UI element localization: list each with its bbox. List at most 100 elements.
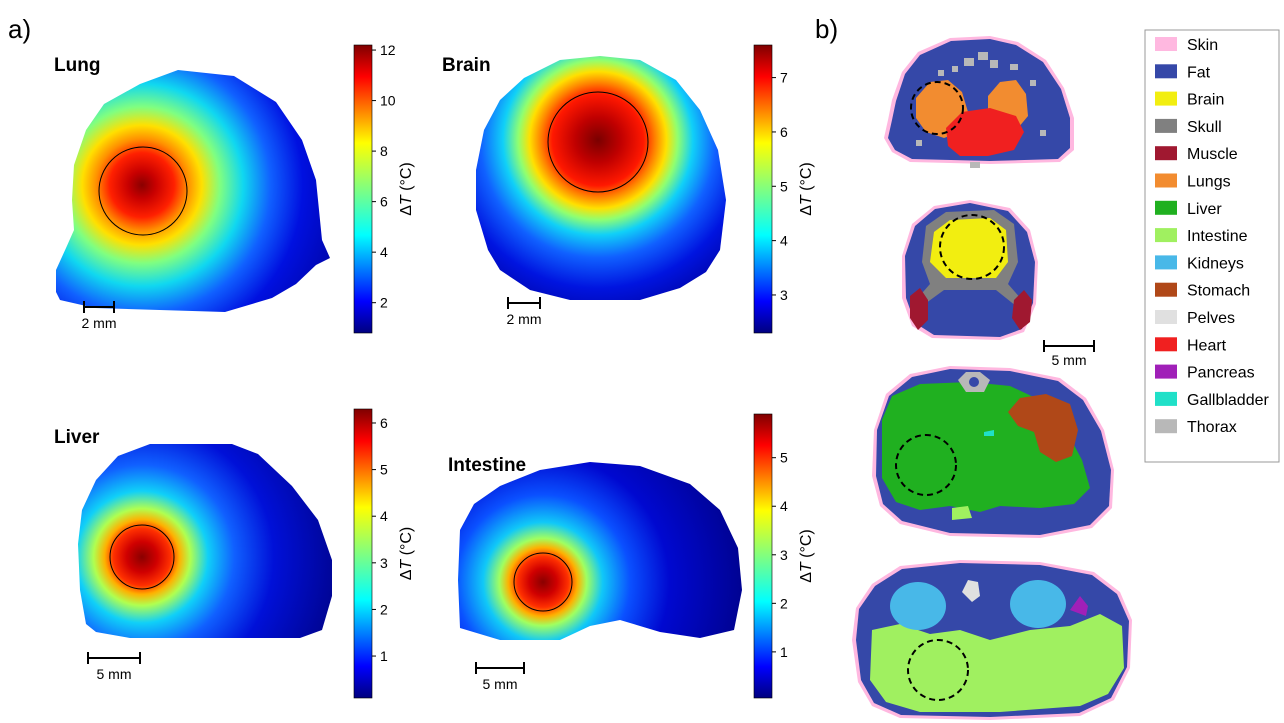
legend-item-heart: Heart: [1155, 337, 1227, 354]
section-head-muscle-left: [910, 288, 928, 330]
colorbar-tick-label: 4: [780, 498, 788, 514]
colorbar-tick-label: 4: [380, 244, 388, 260]
section-int-pancreas: [1070, 596, 1088, 616]
legend-item-muscle: Muscle: [1155, 146, 1238, 163]
colorbar-tick-label: 6: [380, 194, 388, 210]
liver-heatmap-group: Liver 5 mm: [54, 427, 332, 682]
colorbar-tick-label: 5: [780, 178, 788, 194]
legend-item-thorax: Thorax: [1155, 419, 1237, 436]
section-int-pelves: [962, 580, 980, 602]
colorbar-tick-label: 3: [780, 547, 788, 563]
brain-scale-label: 2 mm: [507, 311, 542, 327]
section-int-kidney-right: [1010, 580, 1066, 628]
legend-swatch: [1155, 337, 1177, 352]
legend-swatch: [1155, 146, 1177, 161]
legend-label: Pancreas: [1187, 365, 1255, 382]
legend-swatch: [1155, 282, 1177, 297]
section-int-target: [907, 639, 969, 701]
liver-scale-bar: [87, 652, 141, 664]
legend-swatch: [1155, 228, 1177, 243]
legend-item-fat: Fat: [1155, 64, 1211, 81]
colorbar-lung: 2 4 6 8 10 12 ΔT (°C): [353, 42, 415, 334]
colorbar-tick-label: 2: [380, 601, 388, 617]
section-liver-intestine: [952, 506, 972, 520]
legend-swatch: [1155, 200, 1177, 215]
intestine-scale-label: 5 mm: [483, 676, 518, 692]
colorbar-axis-label: ΔT (°C): [398, 527, 415, 581]
colorbar-label-unit: (°C): [398, 527, 415, 560]
colorbar-label-var: T: [798, 561, 815, 572]
legend-label: Heart: [1187, 337, 1227, 354]
section-scale-label: 5 mm: [1052, 352, 1087, 368]
legend-label: Brain: [1187, 92, 1224, 109]
colorbar-label-delta: Δ: [398, 205, 415, 216]
intestine-scale-bar: [475, 662, 525, 674]
legend-label: Kidneys: [1187, 255, 1244, 272]
legend-swatch: [1155, 37, 1177, 51]
colorbar-label-var: T: [798, 194, 815, 205]
colorbar-tick-label: 5: [380, 462, 388, 478]
section-head-muscle-right: [1012, 290, 1032, 330]
legend-item-gallbladder: Gallbladder: [1155, 391, 1270, 409]
legend-swatch: [1155, 64, 1177, 79]
section-thorax: [884, 36, 1074, 168]
colorbar-liver: 1 2 3 4 5 6 ΔT (°C): [353, 408, 415, 699]
lung-heatmap-group: Lung 2 mm: [54, 55, 330, 331]
colorbar-intestine: 1 2 3 4 5 ΔT (°C): [753, 413, 815, 699]
legend-item-kidneys: Kidneys: [1155, 255, 1244, 272]
colorbar-axis-label: ΔT (°C): [798, 162, 815, 216]
section-thorax-target: [910, 81, 964, 135]
legend-swatch: [1155, 173, 1177, 188]
colorbar-tick-label: 6: [780, 124, 788, 140]
brain-title: Brain: [442, 55, 491, 76]
legend-label: Intestine: [1187, 228, 1248, 245]
section-thorax-bones: [916, 52, 1046, 168]
brain-tumor-outline: [547, 91, 649, 193]
legend-label: Liver: [1187, 201, 1222, 218]
legend-label: Gallbladder: [1187, 392, 1270, 409]
liver-title: Liver: [54, 427, 100, 448]
colorbar-gradient: [753, 413, 773, 699]
legend-swatch: [1155, 118, 1177, 133]
colorbar-axis-label: ΔT (°C): [398, 162, 415, 216]
colorbar-gradient: [353, 44, 373, 334]
colorbar-label-delta: Δ: [798, 572, 815, 583]
lung-scale-bar: [83, 301, 115, 313]
brain-heatmap: [476, 56, 726, 300]
lung-title: Lung: [54, 55, 100, 76]
lung-tumor-outline: [98, 146, 188, 236]
section-liver-spine-hole: [969, 377, 979, 387]
legend-label: Skull: [1187, 119, 1222, 136]
panel-b-label: b): [815, 14, 838, 44]
colorbar-tick-label: 4: [380, 508, 388, 524]
section-liver-gallbladder: [984, 430, 994, 436]
legend-label: Pelves: [1187, 310, 1235, 327]
legend-swatch: [1155, 310, 1177, 324]
section-abdomen-liver: [872, 366, 1114, 538]
colorbar-tick-label: 3: [380, 555, 388, 571]
legend-item-stomach: Stomach: [1155, 282, 1250, 300]
colorbar-brain: 3 4 5 6 7 ΔT (°C): [753, 44, 815, 334]
colorbar-gradient: [753, 44, 773, 334]
legend-swatch: [1155, 91, 1177, 106]
legend-item-pancreas: Pancreas: [1155, 364, 1255, 382]
section-thorax-heart: [946, 108, 1024, 156]
liver-tumor-outline: [109, 524, 175, 590]
colorbar-tick-label: 2: [780, 595, 788, 611]
legend-label: Muscle: [1187, 146, 1238, 163]
brain-scale-bar: [507, 297, 541, 309]
legend-item-lungs: Lungs: [1155, 173, 1231, 191]
colorbar-label-delta: Δ: [798, 205, 815, 216]
brain-heatmap-group: Brain 2 mm: [442, 55, 726, 327]
colorbar-tick-label: 3: [780, 287, 788, 303]
panel-a-label: a): [8, 14, 31, 44]
colorbar-label-unit: (°C): [798, 162, 815, 195]
section-head-target: [939, 214, 1005, 280]
legend-label: Fat: [1187, 64, 1211, 81]
colorbar-tick-label: 6: [380, 415, 388, 431]
intestine-heatmap-group: Intestine 5 mm: [448, 455, 742, 692]
section-int-kidney-left: [890, 582, 946, 630]
intestine-title: Intestine: [448, 455, 526, 476]
